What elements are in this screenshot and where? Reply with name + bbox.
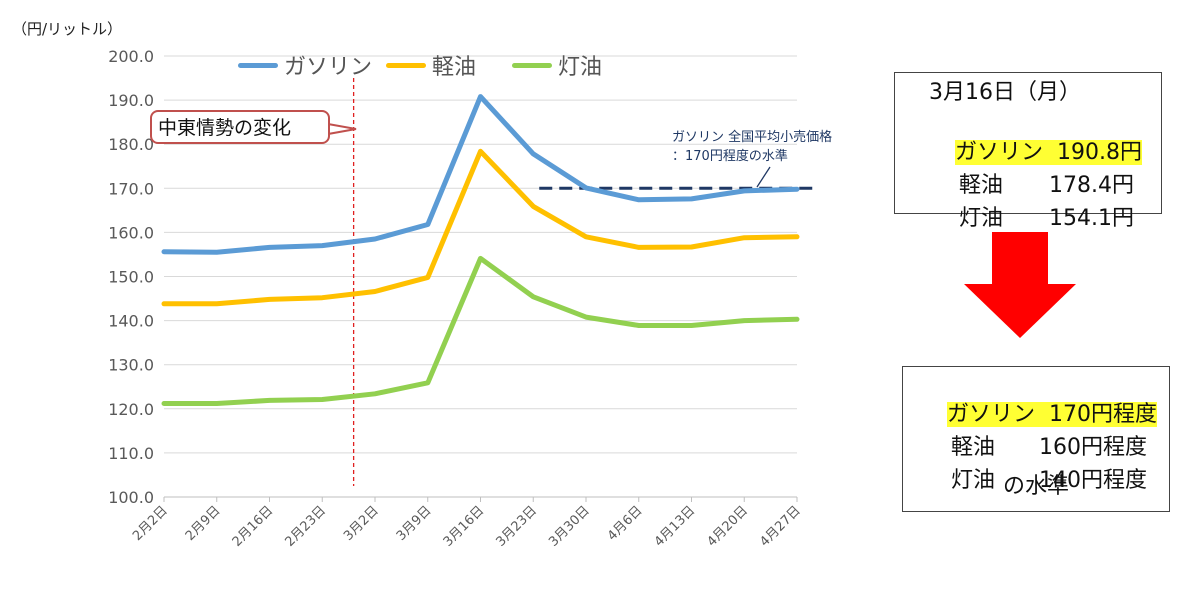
after-row-diesel: 軽油 160円程度 [923,406,1169,460]
after-price-box: ガソリン 170円程度 軽油 160円程度 灯油 140円程度 の水準 [902,366,1170,512]
x-tick-label: 4月20日 [705,503,752,550]
after-row-gasoline: ガソリン 170円程度 [919,373,1169,427]
legend-swatch-kerosene [512,62,552,68]
x-tick-label: 3月16日 [441,503,488,550]
before-kerosene-value: 154.1円 [1049,206,1134,231]
x-tick-label: 3月2日 [341,503,382,544]
x-tick-label: 2月9日 [183,503,224,544]
before-box-heading: 3月16日（月） [929,80,1081,105]
after-kerosene-label: 灯油 [950,468,995,493]
after-gasoline-value: 170円程度 [1049,402,1157,427]
before-row-kerosene: 灯油 154.1円 [931,177,1161,231]
y-tick-label: 180.0 [108,135,154,154]
annotation-line-2: ：170円程度の水準 [672,149,788,164]
series-line-1 [161,94,800,255]
x-tick-label: 3月30日 [546,503,593,550]
y-tick-label: 150.0 [108,268,154,287]
series-line-3 [161,255,800,406]
after-gasoline-highlight: ガソリン 170円程度 [946,402,1157,427]
after-row-kerosene: 灯油 140円程度 [923,439,1169,493]
x-tick-label: 4月13日 [652,503,699,550]
legend-label-gasoline: ガソリン [284,55,373,80]
before-gasoline-label: ガソリン [954,140,1043,165]
y-tick-label: 200.0 [108,47,154,66]
x-tick-label: 4月6日 [605,503,646,544]
before-diesel-label: 軽油 [958,173,1003,198]
before-row-diesel: 軽油 178.4円 [931,144,1161,198]
before-gasoline-value: 190.8円 [1057,140,1142,165]
legend-item-kerosene: 灯油 [512,50,602,80]
before-row-gasoline: ガソリン 190.8円 [927,111,1161,165]
x-tick-label: 4月27日 [757,503,804,550]
y-tick-label: 170.0 [108,179,154,198]
y-tick-label: 120.0 [108,400,154,419]
x-tick-label: 2月2日 [130,503,171,544]
before-gasoline-highlight: ガソリン 190.8円 [954,140,1142,165]
gasoline-level-annotation: ガソリン 全国平均小売価格 ：170円程度の水準 [672,128,832,166]
before-price-box: 3月16日（月） ガソリン 190.8円 軽油 178.4円 灯油 154.1円 [894,72,1162,231]
legend-label-kerosene: 灯油 [558,55,603,80]
y-tick-label: 140.0 [108,312,154,331]
x-tick-label: 3月23日 [494,503,541,550]
y-tick-label: 190.0 [108,91,154,110]
annotation-leader-line [756,166,771,188]
legend-swatch-diesel [386,62,426,68]
legend-swatch-gasoline [238,62,278,68]
y-tick-label: 130.0 [108,356,154,375]
event-callout: 中東情勢の変化 [150,110,330,144]
y-tick-label: 100.0 [108,488,154,507]
after-gasoline-label: ガソリン [946,402,1035,427]
callout-pointer [327,122,357,136]
y-tick-label: 110.0 [108,444,154,463]
x-tick-label: 3月9日 [394,503,435,544]
after-diesel-value: 160円程度 [1039,435,1147,460]
legend-item-diesel: 軽油 [386,50,476,80]
before-diesel-value: 178.4円 [1049,173,1134,198]
y-tick-label: 160.0 [108,223,154,242]
after-diesel-label: 軽油 [950,435,995,460]
before-kerosene-label: 灯油 [958,206,1003,231]
series-line-2 [161,148,800,307]
down-arrow-icon [964,232,1076,338]
legend-label-diesel: 軽油 [432,55,477,80]
y-axis-unit-label: （円/リットル） [12,20,123,38]
x-tick-label: 2月23日 [283,503,330,550]
legend-item-gasoline: ガソリン [238,50,372,80]
annotation-line-1: ガソリン 全国平均小売価格 [672,130,833,145]
after-box-footer: の水準 [1002,474,1069,499]
after-kerosene-value: 140円程度 [1039,468,1147,493]
x-tick-label: 2月16日 [230,503,277,550]
